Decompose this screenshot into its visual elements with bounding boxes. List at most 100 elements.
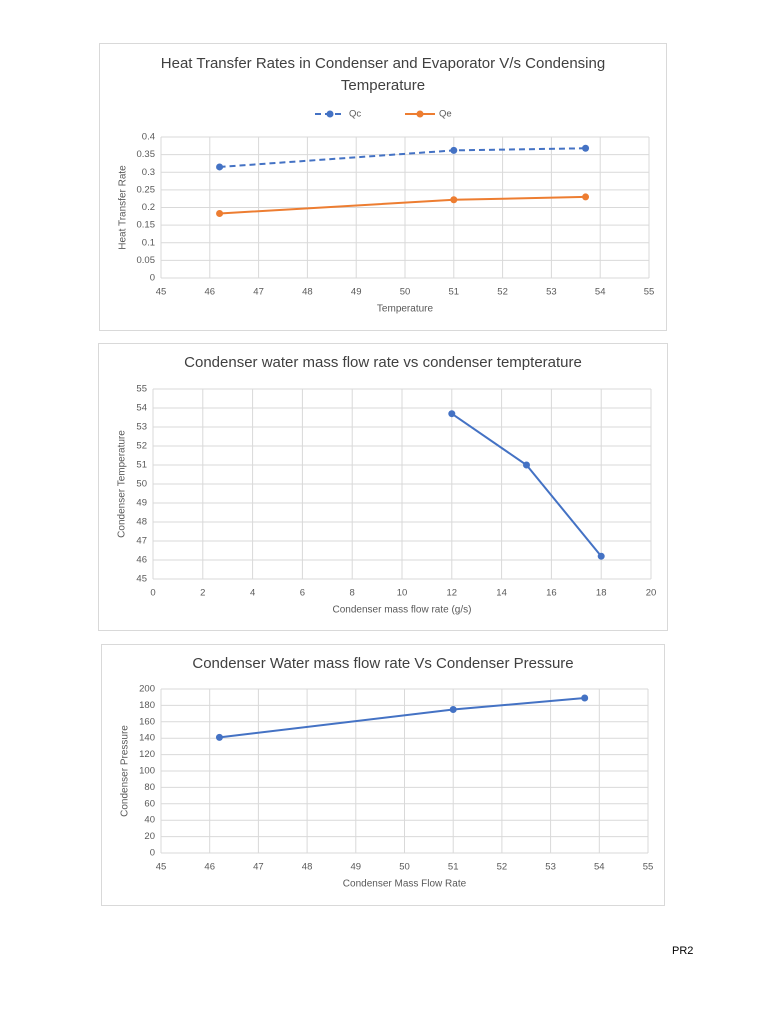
y-tick-label: 40 (144, 815, 155, 826)
y-tick-label: 100 (139, 766, 155, 777)
x-tick-label: 2 (200, 588, 205, 599)
chart-title: Condenser Water mass flow rate Vs Conden… (192, 655, 574, 672)
x-tick-label: 49 (351, 287, 362, 298)
x-tick-label: 47 (253, 862, 264, 873)
y-tick-label: 0.15 (137, 220, 156, 231)
x-tick-label: 52 (497, 862, 508, 873)
x-tick-label: 8 (350, 588, 355, 599)
x-tick-label: 46 (205, 287, 216, 298)
y-axis-label: Condenser Pressure (120, 725, 131, 817)
y-tick-label: 0.1 (142, 237, 155, 248)
y-tick-label: 50 (136, 479, 147, 490)
y-tick-label: 0.3 (142, 167, 155, 178)
y-tick-label: 0 (150, 273, 155, 284)
y-axis-label: Heat Transfer Rate (118, 165, 129, 250)
x-tick-label: 53 (545, 862, 556, 873)
legend-label: Qe (439, 109, 452, 120)
y-tick-label: 160 (139, 716, 155, 727)
x-tick-label: 55 (643, 862, 654, 873)
x-tick-label: 45 (156, 287, 167, 298)
y-tick-label: 0 (150, 848, 155, 859)
footer: PR2 (672, 945, 694, 957)
y-tick-label: 54 (136, 403, 147, 414)
y-tick-label: 49 (136, 498, 147, 509)
y-tick-label: 140 (139, 733, 155, 744)
y-tick-label: 45 (136, 574, 147, 585)
x-tick-label: 10 (397, 588, 408, 599)
x-tick-label: 45 (156, 862, 167, 873)
line (219, 697, 585, 739)
x-tick-label: 18 (596, 588, 607, 599)
y-tick-label: 48 (136, 517, 147, 528)
x-tick-label: 49 (351, 862, 362, 873)
x-tick-label: 0 (150, 588, 155, 599)
point (216, 163, 224, 171)
x-tick-label: 51 (449, 287, 460, 298)
chart: Condenser Water mass flow rate Vs Conden… (101, 644, 665, 906)
legend-marker (326, 110, 334, 118)
x-tick-label: 54 (595, 287, 606, 298)
x-tick-label: 51 (448, 862, 459, 873)
y-tick-label: 60 (144, 798, 155, 809)
x-tick-label: 14 (496, 588, 507, 599)
y-axis-label: Condenser Temperature (117, 430, 128, 538)
x-tick-label: 55 (644, 287, 655, 298)
plot: 0 0.05 0.1 0.15 0.2 0.25 0.3 0.35 0.4 45 46 47 48 49 5… (118, 109, 655, 315)
line (219, 147, 586, 168)
y-tick-label: 55 (136, 384, 147, 395)
x-tick-label: 50 (399, 862, 410, 873)
y-tick-label: 0.35 (137, 149, 156, 160)
y-tick-label: 180 (139, 700, 155, 711)
point (597, 552, 605, 560)
x-tick-label: 4 (250, 588, 255, 599)
x-tick-label: 52 (497, 287, 508, 298)
point (581, 694, 589, 702)
x-tick-label: 46 (204, 862, 215, 873)
y-tick-label: 52 (136, 441, 147, 452)
y-tick-label: 53 (136, 422, 147, 433)
point (450, 196, 458, 204)
plot: 0 20 40 60 80 100 120 140 160 180 200 45 46 47 48 49 50 5… (120, 684, 654, 890)
x-axis-label: Temperature (377, 304, 434, 315)
x-axis-label: Condenser mass flow rate (g/s) (333, 605, 472, 616)
line (219, 195, 586, 215)
x-tick-label: 54 (594, 862, 605, 873)
y-tick-label: 120 (139, 749, 155, 760)
x-axis-label: Condenser Mass Flow Rate (343, 879, 467, 890)
x-tick-label: 50 (400, 287, 411, 298)
chart: Condenser water mass flow rate vs conden… (98, 343, 668, 631)
x-tick-label: 53 (546, 287, 557, 298)
point (582, 144, 590, 152)
chart-title: Condenser water mass flow rate vs conden… (184, 354, 582, 371)
y-tick-label: 0.2 (142, 202, 155, 213)
y-tick-label: 46 (136, 555, 147, 566)
point (582, 193, 590, 201)
x-tick-label: 6 (300, 588, 305, 599)
x-tick-label: 48 (302, 862, 313, 873)
point (449, 706, 457, 713)
y-tick-label: 0.4 (142, 132, 155, 143)
y-tick-label: 51 (136, 460, 147, 471)
x-tick-label: 16 (546, 588, 557, 599)
y-tick-label: 80 (144, 782, 155, 793)
point (448, 410, 456, 418)
point (523, 461, 530, 469)
legend-label: Qc (349, 109, 361, 120)
x-tick-label: 47 (253, 287, 264, 298)
x-tick-label: 48 (302, 287, 313, 298)
point (215, 733, 223, 741)
point (216, 209, 224, 217)
y-tick-label: 0.05 (137, 255, 156, 266)
y-tick-label: 47 (136, 536, 147, 547)
chart-title: Heat Transfer Rates in Condenser and Eva… (160, 55, 606, 94)
y-tick-label: 20 (144, 831, 155, 842)
x-tick-label: 12 (447, 588, 458, 599)
point (450, 146, 458, 154)
legend-marker (416, 110, 424, 118)
y-tick-label: 200 (139, 684, 155, 695)
line (451, 412, 602, 557)
chart: Heat Transfer Rates in Condenser and Eva… (99, 43, 667, 331)
x-tick-label: 20 (646, 588, 657, 599)
